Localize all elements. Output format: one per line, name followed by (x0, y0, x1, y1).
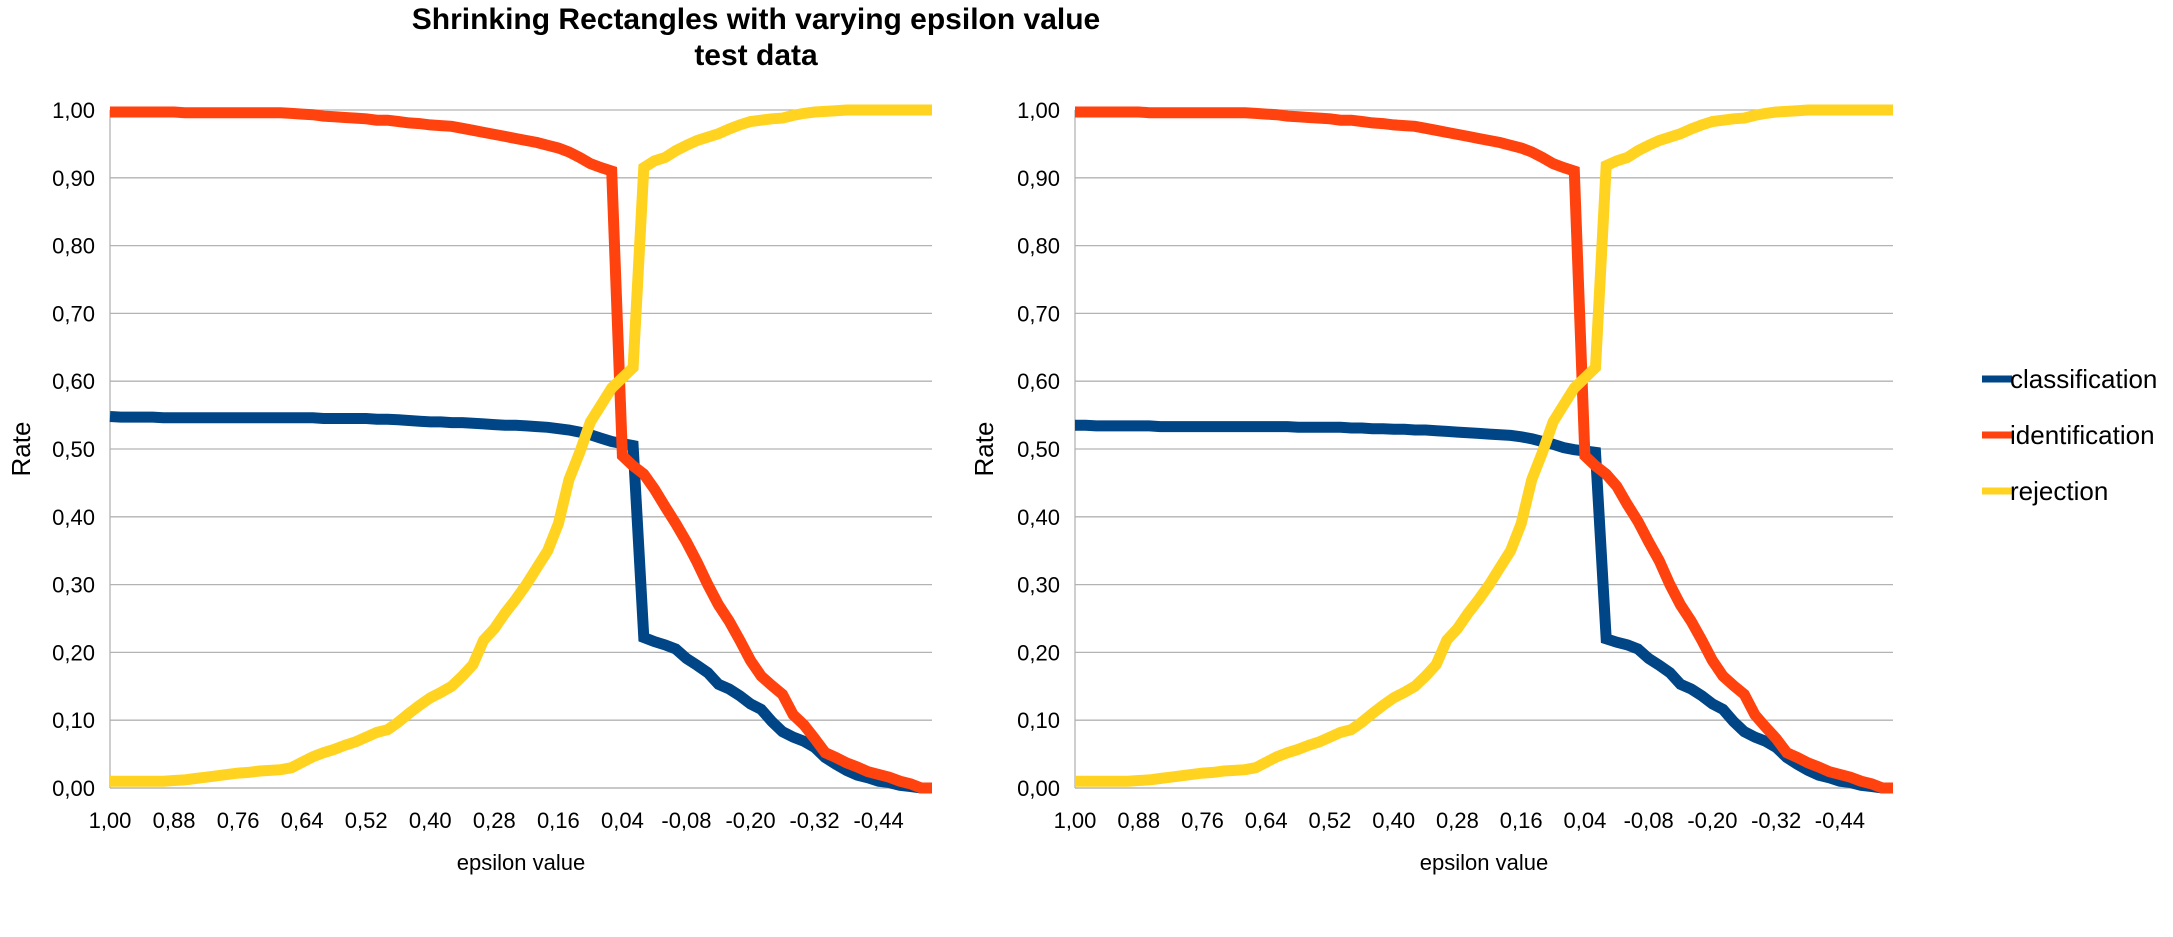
chart-2-y-tick-label: 1,00 (1017, 98, 1060, 123)
chart-1-x-tick-label: -0,20 (725, 808, 775, 833)
chart-2-y-tick-label: 0,80 (1017, 234, 1060, 259)
chart-2-x-tick-label: 1,00 (1054, 808, 1097, 833)
chart-1-x-tick-label: 0,64 (281, 808, 324, 833)
chart-2-x-tick-label: 0,52 (1309, 808, 1352, 833)
chart-2-x-tick-label: 0,04 (1564, 808, 1607, 833)
chart-2-x-tick-label: 0,40 (1372, 808, 1415, 833)
chart-2-x-tick-label: 0,28 (1436, 808, 1479, 833)
chart-2-x-tick-label: 0,64 (1245, 808, 1288, 833)
chart-2-x-tick-label: -0,08 (1624, 808, 1674, 833)
chart-2-y-tick-label: 0,10 (1017, 708, 1060, 733)
chart-1-x-tick-label: -0,44 (854, 808, 904, 833)
chart-1-x-tick-label: 0,04 (601, 808, 644, 833)
chart-2-y-tick-label: 0,90 (1017, 166, 1060, 191)
chart-1-y-tick-label: 0,00 (52, 776, 95, 801)
chart-2-x-tick-label: -0,44 (1815, 808, 1865, 833)
chart-1-x-tick-label: 1,00 (89, 808, 132, 833)
chart-title-line-1: Shrinking Rectangles with varying epsilo… (411, 3, 1101, 36)
chart-2-y-tick-label: 0,30 (1017, 573, 1060, 598)
chart-1-x-tick-label: -0,08 (661, 808, 711, 833)
chart-1-y-tick-label: 0,70 (52, 301, 95, 326)
chart-2-y-tick-label: 0,00 (1017, 776, 1060, 801)
chart-1-y-tick-label: 0,50 (52, 437, 95, 462)
chart-1-y-tick-label: 0,20 (52, 640, 95, 665)
chart-title-line-2: test data (694, 39, 818, 72)
chart-1-x-tick-label: -0,32 (789, 808, 839, 833)
chart-1-y-tick-label: 0,60 (52, 369, 95, 394)
chart-1-series-classification (109, 411, 932, 794)
chart-1-y-tick-label: 0,30 (52, 573, 95, 598)
legend-label-identification: identification (2010, 420, 2155, 450)
chart-2-x-tick-label: -0,20 (1687, 808, 1737, 833)
chart-2-y-tick-label: 0,60 (1017, 369, 1060, 394)
chart-2-y-tick-label: 0,50 (1017, 437, 1060, 462)
chart-2-x-tick-label: -0,32 (1751, 808, 1801, 833)
chart-1-x-tick-label: 0,40 (409, 808, 452, 833)
chart-2-x-axis-title: epsilon value (1420, 850, 1548, 875)
chart-1-y-tick-label: 0,40 (52, 505, 95, 530)
chart-1-x-tick-label: 0,88 (153, 808, 196, 833)
chart-2-x-tick-label: 0,76 (1181, 808, 1224, 833)
chart-2-series-identification (1075, 106, 1893, 794)
chart-2-x-tick-label: 0,88 (1117, 808, 1160, 833)
chart-2-y-axis-title: Rate (969, 422, 999, 477)
chart-2-y-tick-label: 0,40 (1017, 505, 1060, 530)
chart-2-x-tick-label: 0,16 (1500, 808, 1543, 833)
chart-1-y-tick-label: 0,10 (52, 708, 95, 733)
legend-label-rejection: rejection (2010, 476, 2108, 506)
chart-1-x-tick-label: 0,28 (473, 808, 516, 833)
chart-1-series-identification (110, 106, 932, 794)
chart-1-y-tick-label: 0,90 (52, 166, 95, 191)
chart-1-y-axis-title: Rate (6, 422, 36, 477)
chart-1-series-rejection (110, 104, 932, 787)
chart-1-x-tick-label: 0,52 (345, 808, 388, 833)
chart-2-series-rejection (1075, 104, 1893, 787)
chart-title: Shrinking Rectangles with varying epsilo… (0, 2, 1512, 74)
chart-1-x-axis-title: epsilon value (457, 850, 585, 875)
chart-1-x-tick-label: 0,16 (537, 808, 580, 833)
chart-2-y-tick-label: 0,20 (1017, 640, 1060, 665)
chart-1-y-tick-label: 1,00 (52, 98, 95, 123)
chart-2-series-classification (1075, 419, 1893, 794)
legend-label-classification: classification (2010, 364, 2157, 394)
chart-1-x-tick-label: 0,76 (217, 808, 260, 833)
chart-1-y-tick-label: 0,80 (52, 234, 95, 259)
chart-2-y-tick-label: 0,70 (1017, 301, 1060, 326)
